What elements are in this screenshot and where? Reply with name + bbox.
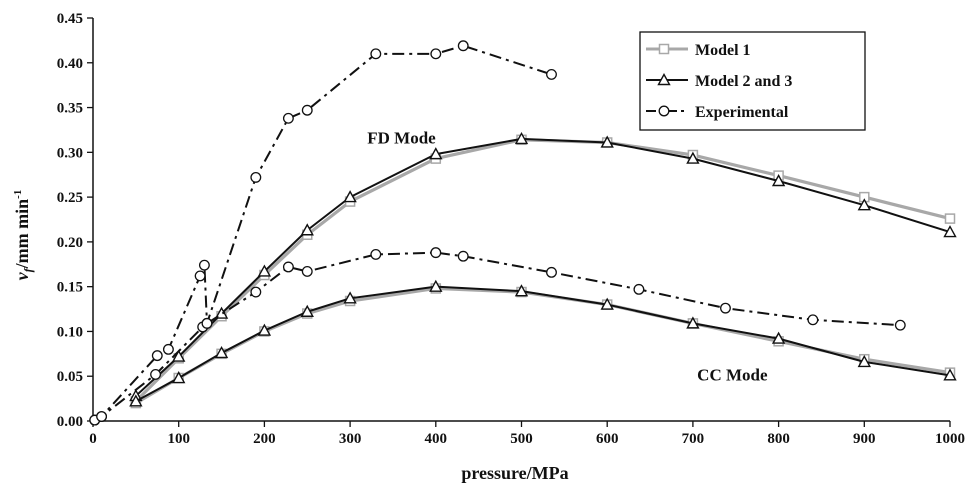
y-axis-ticks: 0.00 0.05 0.10 0.15 0.20 0.25 0.30 0.35 0.40 0.45 bbox=[57, 11, 93, 430]
series-line bbox=[94, 44, 552, 421]
data-point bbox=[198, 259, 210, 271]
data-point bbox=[429, 279, 443, 292]
legend-marker bbox=[658, 43, 670, 55]
data-point bbox=[250, 286, 262, 298]
y-tick-label: 0.05 bbox=[57, 369, 83, 385]
data-point bbox=[857, 198, 871, 211]
data-point bbox=[214, 345, 229, 359]
data-point bbox=[172, 349, 186, 362]
data-point bbox=[429, 147, 443, 160]
data-point bbox=[943, 225, 957, 238]
series-line bbox=[94, 251, 901, 421]
x-axis-title: pressure/MPa bbox=[461, 463, 568, 483]
data-point bbox=[96, 411, 108, 422]
annotations: FD Mode CC Mode bbox=[367, 128, 768, 384]
data-point bbox=[282, 261, 294, 273]
data-point bbox=[282, 112, 294, 124]
series-model-2-and-3-fd bbox=[129, 131, 957, 402]
data-point bbox=[514, 131, 529, 145]
y-tick-label: 0.15 bbox=[57, 280, 83, 296]
y-tick-label: 0.00 bbox=[57, 414, 83, 430]
data-point bbox=[301, 265, 313, 277]
data-point bbox=[600, 135, 614, 148]
data-point bbox=[771, 331, 786, 344]
y-tick-label: 0.40 bbox=[57, 56, 83, 72]
y-tick-label: 0.20 bbox=[57, 235, 83, 251]
data-point bbox=[172, 371, 186, 384]
data-point bbox=[807, 314, 819, 326]
plot-series bbox=[89, 40, 957, 426]
legend-label: Experimental bbox=[695, 104, 789, 121]
data-point bbox=[194, 270, 206, 282]
legend-label: Model 2 and 3 bbox=[695, 73, 792, 90]
data-point bbox=[633, 283, 645, 295]
data-point bbox=[686, 316, 700, 329]
data-point bbox=[201, 317, 213, 329]
data-point bbox=[129, 394, 143, 407]
x-tick-label: 1000 bbox=[935, 431, 965, 447]
legend-marker bbox=[657, 73, 671, 86]
x-tick-label: 900 bbox=[853, 431, 876, 447]
data-point bbox=[514, 284, 529, 297]
data-point bbox=[162, 343, 174, 355]
x-axis-ticks: 0 100 200 300 400 500 600 700 800 900 1000 bbox=[89, 421, 965, 447]
y-tick-label: 0.25 bbox=[57, 190, 83, 206]
data-point bbox=[257, 323, 272, 336]
series-experimental-fd bbox=[89, 40, 557, 426]
data-point bbox=[151, 350, 163, 362]
x-tick-label: 800 bbox=[767, 431, 790, 447]
data-point bbox=[894, 319, 906, 331]
data-point bbox=[370, 248, 382, 260]
x-tick-label: 100 bbox=[167, 431, 190, 447]
series-model-1-cc bbox=[130, 283, 956, 409]
data-point bbox=[300, 223, 314, 236]
data-point bbox=[343, 190, 357, 203]
data-point bbox=[250, 171, 262, 183]
y-tick-label: 0.35 bbox=[57, 101, 83, 117]
x-tick-label: 0 bbox=[89, 431, 97, 447]
data-point bbox=[546, 68, 557, 80]
annotation-label: FD Mode bbox=[367, 128, 436, 147]
series-line bbox=[135, 285, 951, 403]
legend-marker bbox=[658, 105, 670, 117]
y-tick-label: 0.30 bbox=[57, 145, 83, 161]
x-tick-label: 500 bbox=[510, 431, 533, 447]
data-point bbox=[301, 104, 313, 116]
x-tick-label: 200 bbox=[253, 431, 276, 447]
legend-label: Model 1 bbox=[695, 42, 751, 59]
data-point bbox=[457, 40, 469, 52]
data-point bbox=[430, 247, 442, 259]
data-point bbox=[857, 354, 871, 368]
data-point bbox=[457, 250, 469, 262]
data-point bbox=[343, 291, 357, 304]
data-point bbox=[430, 48, 442, 60]
data-point bbox=[150, 368, 162, 380]
y-tick-label: 0.10 bbox=[57, 324, 83, 340]
data-point bbox=[686, 151, 700, 164]
legend: Model 1 Model 2 and 3 Experimental bbox=[639, 31, 866, 131]
y-tick-label: 0.45 bbox=[57, 11, 83, 27]
series-experimental-cc bbox=[89, 247, 906, 426]
series-model-2-and-3-cc bbox=[129, 279, 957, 407]
data-point bbox=[370, 48, 382, 60]
data-point bbox=[546, 266, 557, 278]
data-point bbox=[300, 304, 314, 317]
data-point bbox=[943, 368, 957, 381]
data-point bbox=[771, 174, 786, 187]
x-tick-label: 700 bbox=[682, 431, 705, 447]
annotation-label: CC Mode bbox=[697, 366, 768, 385]
data-point bbox=[257, 264, 272, 277]
x-tick-label: 300 bbox=[339, 431, 362, 447]
data-point bbox=[720, 302, 731, 314]
data-point bbox=[600, 297, 614, 310]
x-tick-label: 600 bbox=[596, 431, 619, 447]
data-point bbox=[944, 213, 956, 224]
x-tick-label: 400 bbox=[425, 431, 448, 447]
y-axis-title: vf/mm min-1 bbox=[12, 190, 35, 281]
series-line bbox=[135, 286, 951, 405]
